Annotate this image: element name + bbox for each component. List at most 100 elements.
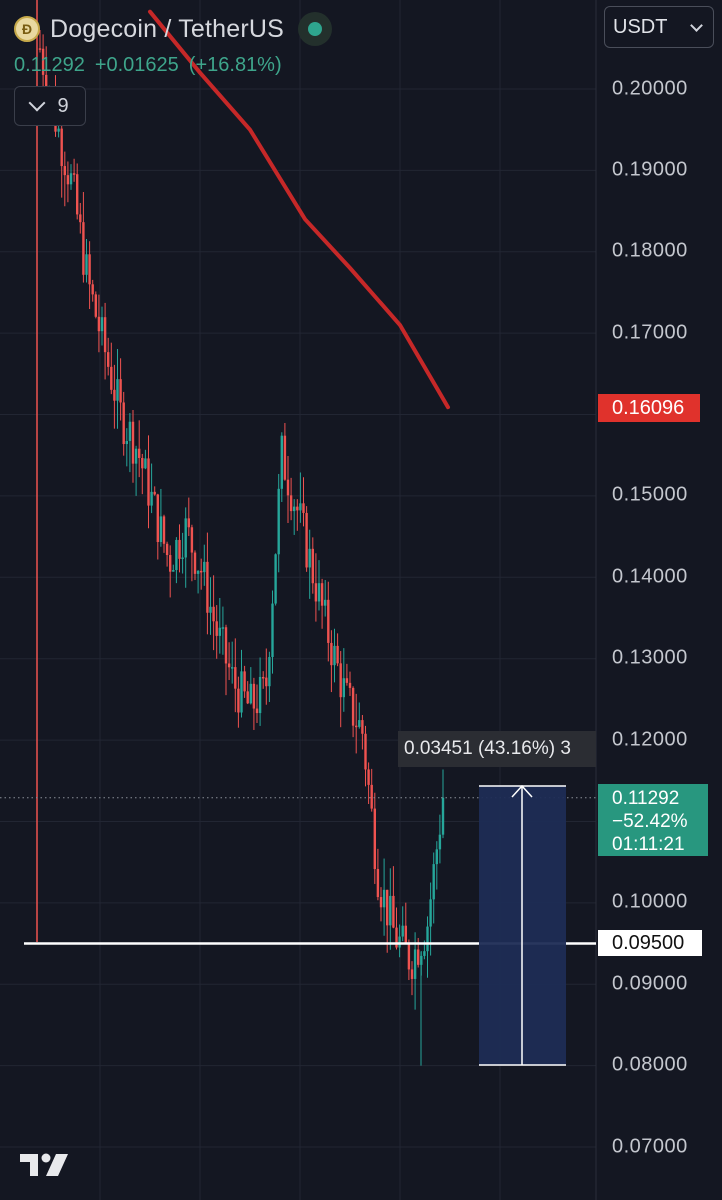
candle-body	[271, 603, 274, 658]
candle-body	[209, 606, 212, 613]
chevron-down-icon	[690, 18, 703, 32]
candle-body	[113, 389, 116, 401]
grid-lines	[0, 0, 596, 1200]
price-tick-label: 0.14000	[612, 565, 688, 588]
candle-body	[373, 808, 376, 870]
candle-body	[417, 949, 420, 965]
price-tick-label: 0.08000	[612, 1053, 688, 1076]
candle-body	[231, 667, 234, 669]
moving-average-price-label: 0.16096	[598, 394, 700, 422]
price-tick-label: 0.17000	[612, 321, 688, 344]
candle-body	[100, 317, 104, 332]
candle-body	[243, 671, 246, 692]
candle-body	[85, 254, 88, 275]
candle-body	[317, 583, 321, 602]
candle-body	[280, 435, 283, 489]
price-change-percent: (+16.81%)	[188, 54, 282, 76]
market-status-icon[interactable]	[298, 12, 333, 46]
price-tick-label: 0.15000	[612, 483, 688, 506]
candle-body	[389, 895, 392, 926]
currency-select-value: USDT	[613, 15, 668, 38]
candle-body	[379, 897, 383, 908]
measure-arrow-head	[511, 784, 533, 798]
candle-body	[342, 678, 345, 698]
candle-body	[370, 784, 373, 809]
candle-body	[432, 864, 435, 900]
price-tick-label: 0.09000	[612, 972, 688, 995]
candle-body	[382, 889, 386, 908]
last-price-tag: 0.11292	[612, 788, 680, 809]
candle-body	[224, 627, 228, 664]
candle-body	[57, 128, 60, 132]
candle-body	[150, 491, 153, 506]
price-tick-label: 0.10000	[612, 890, 688, 913]
candle-body	[103, 317, 107, 353]
candle-body	[88, 254, 91, 285]
candle-body	[401, 925, 404, 937]
candle-body	[265, 677, 268, 687]
candle-body	[296, 506, 299, 511]
candle-body	[172, 570, 175, 572]
candle-body	[345, 678, 349, 683]
candle-body	[348, 682, 352, 688]
indicators-collapse-button[interactable]: 9	[14, 86, 86, 126]
candle-body	[69, 173, 73, 185]
chevron-down-icon	[28, 94, 46, 112]
candle-body	[441, 797, 445, 835]
candle-body	[178, 539, 181, 559]
candle-body	[76, 174, 79, 215]
symbol-header: Ð Dogecoin / TetherUS	[14, 12, 333, 46]
candle-body	[289, 495, 293, 512]
candle-body	[364, 733, 367, 770]
price-tick-label: 0.12000	[612, 728, 688, 751]
candle-body	[435, 849, 438, 865]
candle-body	[215, 621, 218, 636]
candle-body	[122, 402, 125, 445]
candle-body	[206, 561, 209, 613]
price-tick-label: 0.20000	[612, 77, 688, 100]
price-tick-label: 0.13000	[612, 646, 688, 669]
candle-body	[45, 74, 48, 98]
candle-body	[398, 936, 401, 948]
candle-body	[413, 949, 417, 979]
candle-body	[367, 769, 370, 785]
candle-body	[119, 379, 122, 403]
candle-body	[134, 448, 138, 464]
candle-body	[407, 943, 411, 970]
candle-body	[258, 676, 262, 714]
candle-body	[438, 834, 442, 850]
price-tick-label: 0.19000	[612, 158, 688, 181]
candle-body	[283, 435, 287, 480]
last-change-percent-tag: −52.42%	[612, 811, 688, 832]
candle-body	[184, 518, 187, 558]
candle-body	[429, 899, 432, 927]
candle-body	[156, 494, 159, 543]
candlestick-series	[38, 30, 445, 1066]
candle-body	[138, 448, 141, 458]
candle-body	[327, 599, 330, 643]
candle-body	[110, 366, 113, 390]
candle-body	[218, 627, 221, 636]
candle-body	[159, 516, 163, 543]
candle-body	[181, 557, 184, 559]
candle-body	[311, 548, 314, 584]
candle-body	[404, 925, 407, 944]
candle-body	[38, 48, 42, 50]
candle-body	[395, 927, 398, 948]
candle-body	[131, 421, 135, 464]
candle-body	[361, 720, 364, 734]
market-open-dot	[308, 22, 323, 36]
candle-body	[277, 488, 280, 555]
candle-body	[91, 284, 94, 295]
candle-body	[339, 663, 342, 698]
currency-select[interactable]: USDT	[604, 6, 714, 48]
measure-tool[interactable]	[479, 784, 566, 1066]
candle-body	[386, 889, 389, 926]
candle-countdown: 01:11:21	[612, 834, 685, 855]
tradingview-logo-icon[interactable]	[18, 1150, 70, 1180]
candle-body	[63, 166, 66, 176]
candle-body	[324, 599, 327, 606]
pair-title[interactable]: Dogecoin / TetherUS	[50, 14, 285, 43]
candle-body	[196, 570, 200, 574]
